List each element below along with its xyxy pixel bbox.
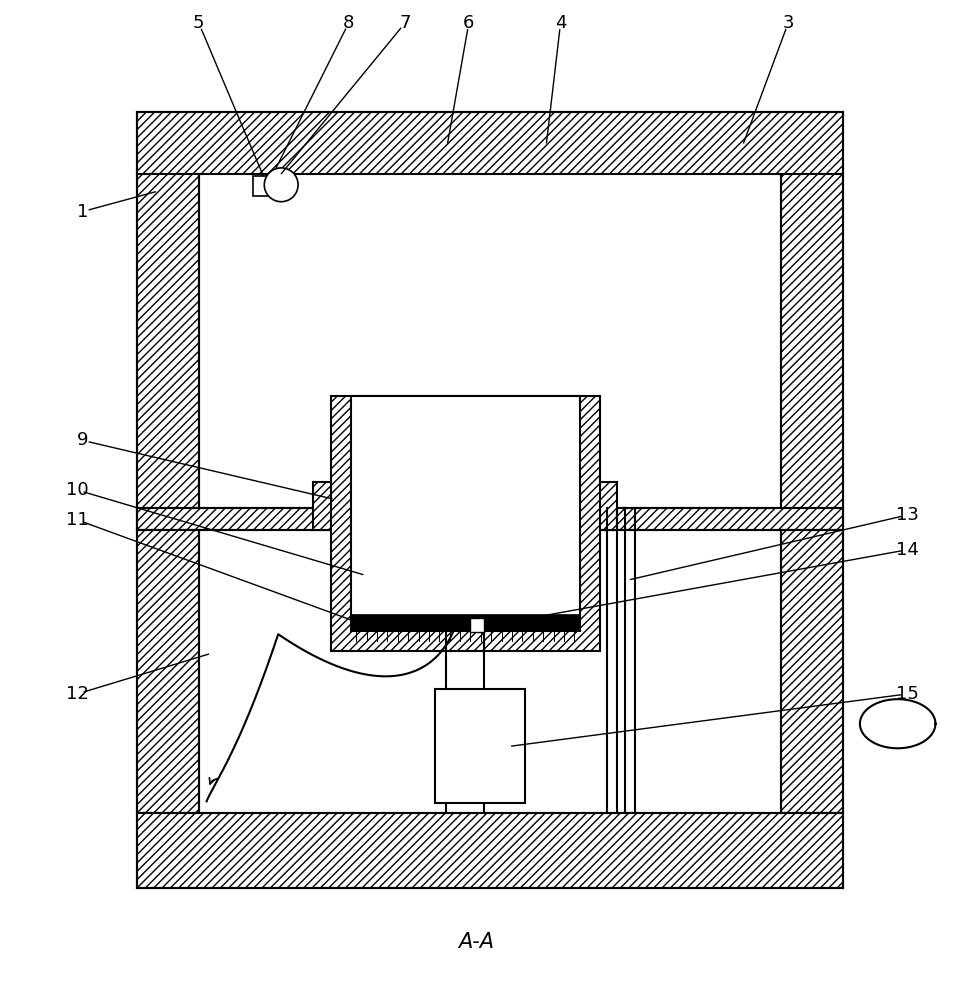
Bar <box>579 508 842 530</box>
Text: 11: 11 <box>66 511 89 529</box>
Text: 12: 12 <box>66 685 89 703</box>
Text: 10: 10 <box>66 481 89 499</box>
Text: 3: 3 <box>781 14 793 32</box>
Text: 15: 15 <box>895 685 918 703</box>
Bar <box>137 508 350 530</box>
Text: 1: 1 <box>76 203 88 221</box>
Bar <box>331 396 599 651</box>
Bar <box>199 212 780 508</box>
Text: 8: 8 <box>342 14 354 32</box>
Text: 6: 6 <box>463 14 474 32</box>
Text: 7: 7 <box>399 14 411 32</box>
Bar <box>579 482 617 530</box>
Bar <box>253 176 273 196</box>
Text: A-A: A-A <box>458 932 493 952</box>
Text: 14: 14 <box>895 541 918 559</box>
Bar <box>780 174 842 530</box>
Text: 9: 9 <box>76 431 88 449</box>
Bar <box>137 530 199 813</box>
Text: 4: 4 <box>555 14 565 32</box>
Bar <box>780 530 842 813</box>
Bar <box>313 482 350 530</box>
Bar <box>435 689 524 803</box>
Text: 5: 5 <box>193 14 204 32</box>
Circle shape <box>264 168 297 202</box>
Bar <box>137 813 842 888</box>
Bar <box>137 112 842 174</box>
Bar <box>350 614 579 631</box>
Bar <box>199 174 780 508</box>
Bar <box>137 174 199 530</box>
Text: 13: 13 <box>895 506 918 524</box>
Bar <box>350 396 579 631</box>
Bar <box>199 530 780 813</box>
Bar <box>469 618 484 632</box>
